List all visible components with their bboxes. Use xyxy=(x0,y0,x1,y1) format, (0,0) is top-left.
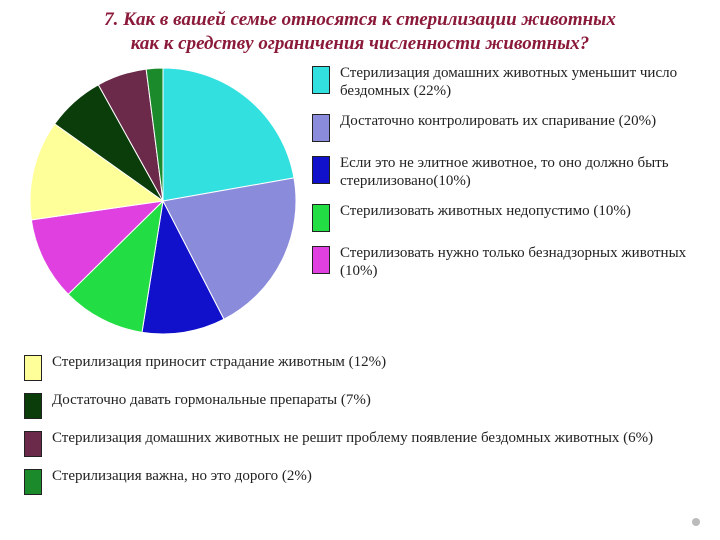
legend-swatch xyxy=(312,114,330,142)
legend-bottom-item: Стерилизация приносит страдание животным… xyxy=(24,353,696,381)
legend-bottom-item: Стерилизация домашних животных не решит … xyxy=(24,429,696,457)
legend-bottom: Стерилизация приносит страдание животным… xyxy=(24,353,696,495)
legend-swatch xyxy=(24,355,42,381)
legend-bottom-item: Достаточно давать гормональные препараты… xyxy=(24,391,696,419)
legend-label: Стерилизовать животных недопустимо (10%) xyxy=(340,202,631,220)
legend-swatch xyxy=(24,431,42,457)
legend-right: Стерилизация домашних животных уменьшит … xyxy=(302,62,696,292)
legend-label: Стерилизация домашних животных уменьшит … xyxy=(340,64,696,100)
legend-right-item: Стерилизовать животных недопустимо (10%) xyxy=(312,202,696,232)
title-line-1: 7. Как в вашей семье относятся к стерили… xyxy=(104,9,616,30)
upper-row: Стерилизация домашних животных уменьшит … xyxy=(24,62,696,345)
legend-bottom-item: Стерилизация важна, но это дорого (2%) xyxy=(24,467,696,495)
legend-label: Достаточно давать гормональные препараты… xyxy=(52,391,371,409)
page-indicator-dot xyxy=(692,518,700,526)
legend-swatch xyxy=(24,393,42,419)
legend-label: Стерилизация домашних животных не решит … xyxy=(52,429,653,447)
legend-right-item: Стерилизовать нужно только безнадзорных … xyxy=(312,244,696,280)
legend-label: Стерилизация приносит страдание животным… xyxy=(52,353,386,371)
pie-chart xyxy=(24,62,302,345)
title-line-2: как к средству ограничения численности ж… xyxy=(131,33,590,54)
legend-swatch xyxy=(312,66,330,94)
legend-label: Стерилизовать нужно только безнадзорных … xyxy=(340,244,696,280)
page-root: 7. Как в вашей семье относятся к стерили… xyxy=(0,0,720,540)
legend-swatch xyxy=(312,204,330,232)
legend-right-item: Стерилизация домашних животных уменьшит … xyxy=(312,64,696,100)
legend-swatch xyxy=(312,156,330,184)
legend-label: Достаточно контролировать их спаривание … xyxy=(340,112,656,130)
legend-right-item: Достаточно контролировать их спаривание … xyxy=(312,112,696,142)
legend-label: Если это не элитное животное, то оно дол… xyxy=(340,154,696,190)
legend-swatch xyxy=(24,469,42,495)
legend-label: Стерилизация важна, но это дорого (2%) xyxy=(52,467,312,485)
pie-svg xyxy=(24,62,302,340)
page-title: 7. Как в вашей семье относятся к стерили… xyxy=(24,8,696,56)
legend-right-item: Если это не элитное животное, то оно дол… xyxy=(312,154,696,190)
legend-swatch xyxy=(312,246,330,274)
